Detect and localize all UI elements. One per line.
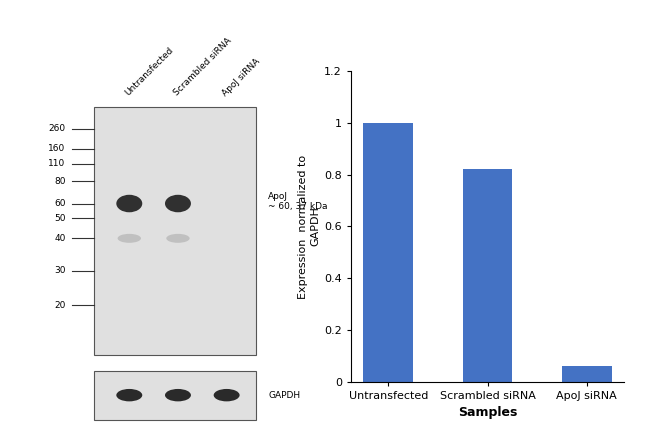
Ellipse shape: [165, 195, 191, 212]
Bar: [363, 123, 413, 382]
Text: 60: 60: [54, 199, 66, 208]
Ellipse shape: [165, 389, 191, 401]
Text: ApoJ
~ 60, 37 kDa: ApoJ ~ 60, 37 kDa: [268, 192, 328, 211]
Ellipse shape: [116, 389, 142, 401]
Text: 260: 260: [48, 124, 66, 134]
Ellipse shape: [116, 195, 142, 212]
Text: 160: 160: [48, 144, 66, 153]
Text: 50: 50: [54, 214, 66, 223]
Text: GAPDH: GAPDH: [268, 391, 300, 400]
Text: Scrambled siRNA: Scrambled siRNA: [172, 36, 233, 98]
Text: 20: 20: [54, 301, 66, 310]
Bar: [463, 170, 512, 382]
Ellipse shape: [214, 389, 240, 401]
Text: ApoJ siRNA: ApoJ siRNA: [220, 56, 261, 98]
Ellipse shape: [166, 234, 190, 243]
Text: 40: 40: [54, 234, 66, 243]
Text: 30: 30: [54, 266, 66, 275]
Bar: [562, 366, 612, 382]
X-axis label: Samples: Samples: [458, 406, 517, 420]
Bar: [94, 107, 256, 355]
Text: Untransfected: Untransfected: [123, 46, 175, 98]
Text: 80: 80: [54, 177, 66, 186]
Y-axis label: Expression  normalized to
GAPDH: Expression normalized to GAPDH: [298, 155, 320, 298]
Text: 110: 110: [48, 159, 66, 168]
Ellipse shape: [118, 234, 141, 243]
Bar: [94, 371, 256, 420]
